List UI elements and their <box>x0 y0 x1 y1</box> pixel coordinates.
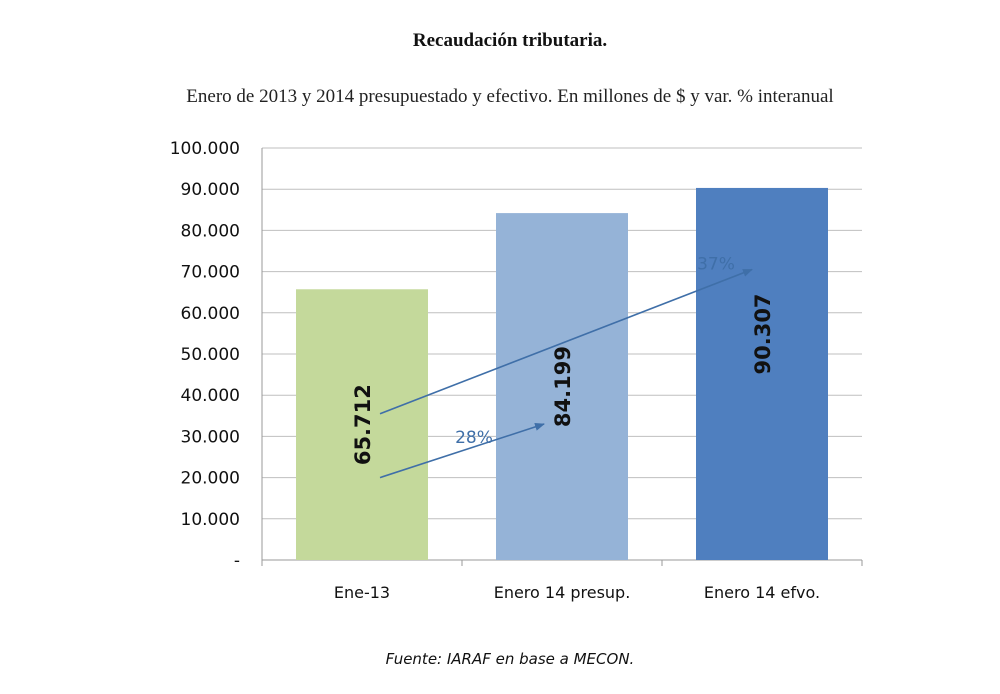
y-tick-label: 100.000 <box>170 139 240 159</box>
source-note: Fuente: IARAF en base a MECON. <box>386 650 635 668</box>
bar-value-label: 65.712 <box>351 384 375 465</box>
x-tick-label: Enero 14 presup. <box>494 583 631 602</box>
bar <box>696 187 828 560</box>
bar <box>296 289 428 560</box>
y-tick-label: 30.000 <box>181 427 240 447</box>
annotation-label: 37% <box>697 255 735 275</box>
x-tick-label: Ene-13 <box>334 583 390 602</box>
y-tick-label: 50.000 <box>181 345 240 365</box>
y-tick-label: 80.000 <box>181 221 240 241</box>
y-tick-label: 90.000 <box>181 180 240 200</box>
annotation-arrow <box>379 268 753 415</box>
x-axis: Ene-13 Enero 14 presup. Enero 14 efvo. <box>334 583 820 602</box>
x-tick-label: Enero 14 efvo. <box>704 583 820 602</box>
y-tick-label: 60.000 <box>181 304 240 324</box>
y-tick-label: 20.000 <box>181 469 240 489</box>
bars <box>296 187 828 561</box>
annotation-label: 28% <box>455 428 493 448</box>
y-tick-label: 10.000 <box>181 510 240 530</box>
y-tick-label: 70.000 <box>181 263 240 283</box>
chart-subtitle: Enero de 2013 y 2014 presupuestado y efe… <box>186 86 833 107</box>
chart-title: Recaudación tributaria. <box>413 30 607 51</box>
value-labels: 65.712 84.199 90.307 <box>351 293 775 465</box>
bar <box>496 213 628 561</box>
bar-value-label: 84.199 <box>551 346 575 427</box>
y-axis: - 10.000 20.000 30.000 40.000 50.000 60.000 70.… <box>170 139 240 571</box>
annotation-arrow <box>379 423 545 479</box>
y-tick-label: - <box>234 551 240 571</box>
bar-value-label: 90.307 <box>751 293 775 374</box>
y-tick-label: 40.000 <box>181 386 240 406</box>
annotations: 28% 37% <box>379 255 753 479</box>
